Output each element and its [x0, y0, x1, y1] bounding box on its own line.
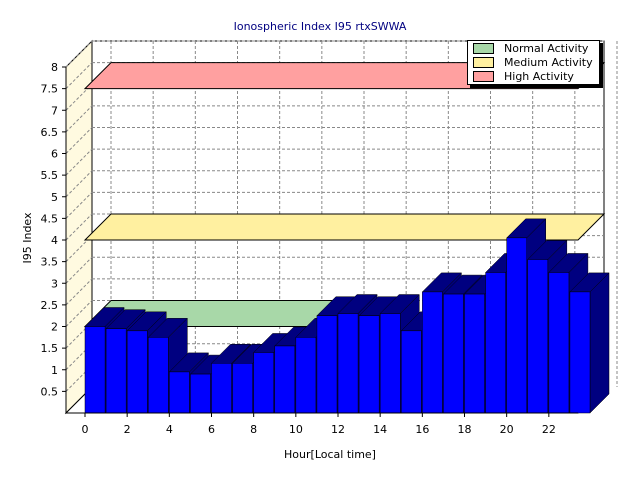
bar-side — [589, 272, 610, 414]
x-tick-label: 10 — [289, 423, 303, 436]
bar-front — [169, 371, 190, 414]
bar-front — [253, 352, 275, 414]
axes: 0.5 1 1.5 2 2.5 3 3.5 4 4.5 5 5.5 6 6.5 7 7.5 8 0 2 4 6 8 10 1… — [41, 61, 578, 436]
x-tick-label: 6 — [208, 423, 215, 436]
x-tick-label: 22 — [542, 423, 556, 436]
legend-label-high: High Activity — [504, 69, 574, 83]
bar-front — [126, 330, 148, 414]
bar-front — [422, 291, 443, 414]
y-tick-label: 4.5 — [41, 212, 59, 225]
legend-label-medium: Medium Activity — [504, 55, 593, 69]
bar-front — [232, 363, 253, 414]
y-tick-label: 2 — [51, 321, 58, 334]
y-tick-label: 6 — [51, 148, 58, 161]
y-tick-label: 0.5 — [41, 385, 59, 398]
legend-item-high: High Activity — [468, 69, 599, 83]
x-axis-label: Hour[Local time] — [284, 448, 376, 461]
x-tick-label: 0 — [82, 423, 89, 436]
bar-front — [358, 315, 380, 414]
grid-line-side — [65, 127, 93, 154]
bar-front — [105, 328, 127, 414]
y-tick-label: 6.5 — [41, 126, 59, 139]
x-tick-label: 4 — [166, 423, 173, 436]
bar-front — [211, 363, 232, 414]
bar-front — [506, 237, 527, 414]
bar-front — [401, 330, 422, 414]
legend-swatch-high — [473, 70, 494, 82]
grid-line-side — [65, 62, 93, 89]
y-tick-label: 3 — [51, 277, 58, 290]
x-tick-label: 2 — [124, 423, 131, 436]
bar-front — [464, 293, 485, 414]
y-tick-label: 3.5 — [41, 256, 59, 269]
legend-swatch-medium — [473, 56, 494, 68]
grid-line-side — [65, 213, 93, 241]
y-tick-label: 2.5 — [41, 299, 59, 312]
bars — [84, 218, 610, 414]
y-tick-label: 8 — [51, 61, 58, 74]
legend-item-medium: Medium Activity — [468, 55, 599, 69]
x-tick-label: 18 — [458, 423, 472, 436]
grid-line-side — [65, 148, 93, 176]
grid-line-side — [65, 256, 93, 284]
band-medium-activity — [83, 213, 606, 241]
chart-title: Ionospheric Index I95 rtxSWWA — [234, 20, 407, 33]
y-tick-label: 7 — [51, 104, 58, 117]
bar-front — [190, 373, 211, 414]
legend: Normal Activity Medium Activity High Act… — [467, 40, 600, 85]
bar-front — [569, 291, 591, 414]
bar-hour-23 — [569, 272, 610, 414]
grid-line-side — [65, 278, 93, 306]
y-tick-label: 1.5 — [41, 342, 59, 355]
y-tick-label: 4 — [51, 234, 58, 247]
grid-line-side — [65, 192, 93, 219]
x-tick-label: 8 — [250, 423, 257, 436]
bar-front — [295, 337, 317, 414]
y-axis-label: I95 Index — [21, 212, 34, 264]
bar-front — [485, 272, 506, 414]
y-tick-label: 5 — [51, 191, 58, 204]
y-tick-label: 7.5 — [41, 83, 59, 96]
bar-front — [379, 313, 401, 414]
y-tick-label: 5.5 — [41, 169, 59, 182]
bar-front — [548, 272, 570, 414]
bar-front — [527, 259, 549, 414]
bar-front — [316, 315, 338, 414]
x-tick-label: 12 — [331, 423, 345, 436]
legend-swatch-normal — [473, 42, 494, 54]
bar-front — [337, 313, 359, 414]
x-tick-label: 16 — [415, 423, 429, 436]
bar-front — [443, 293, 464, 414]
x-tick-label: 20 — [500, 423, 514, 436]
legend-label-normal: Normal Activity — [504, 41, 589, 55]
grid-line-side — [65, 300, 93, 327]
grid-line-side — [65, 40, 93, 68]
bar-front — [84, 326, 106, 414]
grid-line-side — [65, 170, 93, 198]
x-tick-label: 14 — [373, 423, 387, 436]
bar-front — [148, 337, 169, 414]
y-tick-label: 1 — [51, 364, 58, 377]
bar-front — [274, 345, 296, 414]
grid-line-side — [65, 105, 93, 133]
legend-item-normal: Normal Activity — [468, 41, 599, 55]
